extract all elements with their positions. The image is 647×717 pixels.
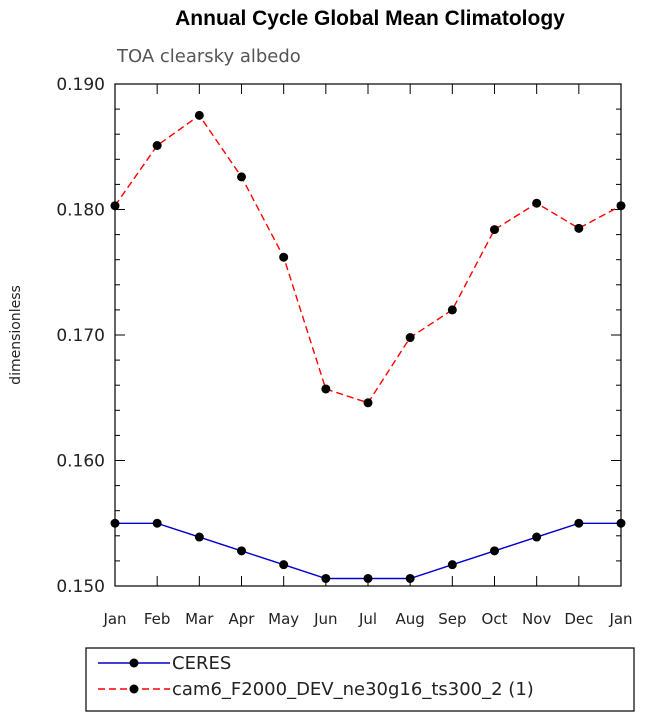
y-axis-ticks: 0.150 0.160 0.170 0.180 0.190 (56, 75, 621, 597)
data-point (490, 225, 499, 235)
x-tick-label: Mar (185, 610, 214, 628)
x-tick-label: Feb (144, 610, 171, 628)
data-point (194, 532, 204, 542)
data-point (152, 518, 162, 528)
x-tick-label: Sep (438, 610, 466, 628)
x-axis-ticks: Jan Feb Mar Apr May Jun Jul Aug Sep Oct Nov Dec Jan (102, 84, 633, 628)
data-point (490, 546, 499, 556)
data-point (321, 384, 331, 394)
x-tick-label: Aug (396, 610, 425, 628)
data-point (447, 560, 457, 570)
data-point (447, 305, 457, 315)
data-point (532, 532, 542, 542)
data-point (110, 201, 120, 211)
data-point (110, 518, 120, 528)
legend-box (85, 647, 635, 712)
data-point (616, 201, 626, 211)
x-tick-label: May (268, 610, 299, 628)
data-point (194, 110, 204, 120)
data-point (616, 518, 626, 528)
data-point (532, 198, 542, 208)
series-line-1 (114, 114, 622, 404)
legend-marker-1 (129, 684, 139, 694)
legend-marker-0 (129, 658, 139, 668)
series-line-0 (115, 522, 621, 580)
data-point (152, 140, 162, 150)
chart-title: Annual Cycle Global Mean Climatology (175, 7, 565, 30)
x-tick-label: Dec (564, 610, 593, 628)
data-point (405, 333, 415, 343)
data-point (405, 573, 415, 583)
legend-label-0: CERES (172, 653, 231, 674)
series-layer (110, 110, 626, 583)
data-point (279, 252, 289, 262)
y-tick-label: 0.180 (56, 201, 105, 221)
y-tick-label: 0.190 (56, 75, 105, 95)
legend-label-1: cam6_F2000_DEV_ne30g16_ts300_2 (1) (172, 679, 534, 700)
plot-area-frame (114, 83, 622, 587)
y-tick-label: 0.170 (56, 326, 105, 346)
data-point (363, 398, 373, 408)
chart-subtitle: TOA clearsky albedo (116, 46, 301, 67)
x-tick-label: Jun (313, 610, 337, 628)
x-tick-label: Apr (229, 610, 256, 628)
y-tick-label: 0.160 (56, 452, 105, 472)
data-point (237, 172, 246, 182)
data-point (574, 518, 584, 528)
x-tick-label: Jan (102, 610, 126, 628)
x-tick-label: Jul (358, 610, 377, 628)
data-point (321, 573, 331, 583)
x-tick-label: Nov (522, 610, 551, 628)
data-point (237, 546, 246, 556)
data-point (363, 573, 373, 583)
y-tick-label: 0.150 (56, 577, 105, 597)
x-tick-label: Oct (482, 610, 508, 628)
x-tick-label: Jan (608, 610, 632, 628)
legend: CERES cam6_F2000_DEV_ne30g16_ts300_2 (1) (98, 653, 534, 700)
data-point (279, 560, 289, 570)
data-point (574, 223, 584, 233)
y-axis-label: dimensionless (8, 285, 24, 385)
